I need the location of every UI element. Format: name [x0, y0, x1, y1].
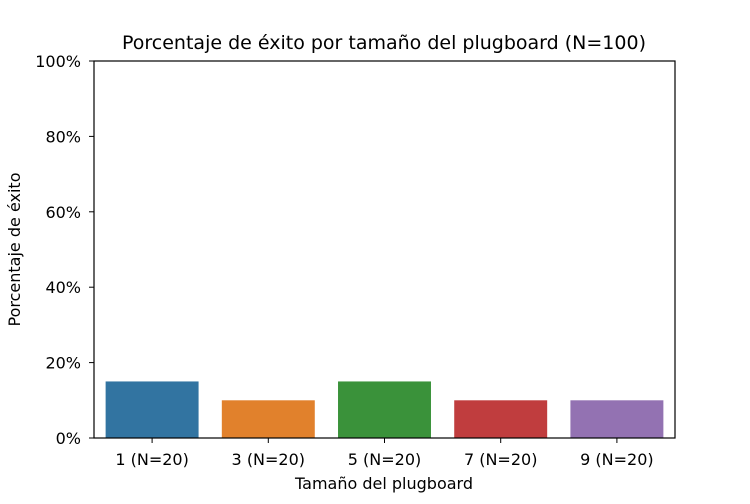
bar	[221, 400, 315, 438]
bars-group	[105, 381, 664, 438]
chart-title: Porcentaje de éxito por tamaño del plugb…	[122, 32, 646, 54]
y-axis: 0% 20% 40% 60% 80% 100%	[35, 52, 94, 448]
bar	[105, 381, 199, 438]
y-tick-label: 40%	[45, 278, 81, 297]
y-tick-label: 80%	[45, 127, 81, 146]
x-axis: 1 (N=20) 3 (N=20) 5 (N=20) 7 (N=20) 9 (N=20)	[115, 438, 654, 469]
y-tick-label: 20%	[45, 354, 81, 373]
x-tick-label: 7 (N=20)	[464, 450, 537, 469]
y-axis-label: Porcentaje de éxito	[5, 173, 24, 327]
y-tick-label: 100%	[35, 52, 81, 71]
bar	[570, 400, 664, 438]
plot-frame	[93, 60, 676, 439]
x-tick-label: 5 (N=20)	[348, 450, 421, 469]
x-tick-label: 9 (N=20)	[580, 450, 653, 469]
bar	[454, 400, 548, 438]
bar	[338, 381, 431, 438]
x-tick-label: 3 (N=20)	[232, 450, 305, 469]
x-axis-label: Tamaño del plugboard	[294, 474, 473, 493]
x-tick-label: 1 (N=20)	[115, 450, 188, 469]
y-tick-label: 60%	[45, 203, 81, 222]
y-tick-label: 0%	[56, 429, 81, 448]
